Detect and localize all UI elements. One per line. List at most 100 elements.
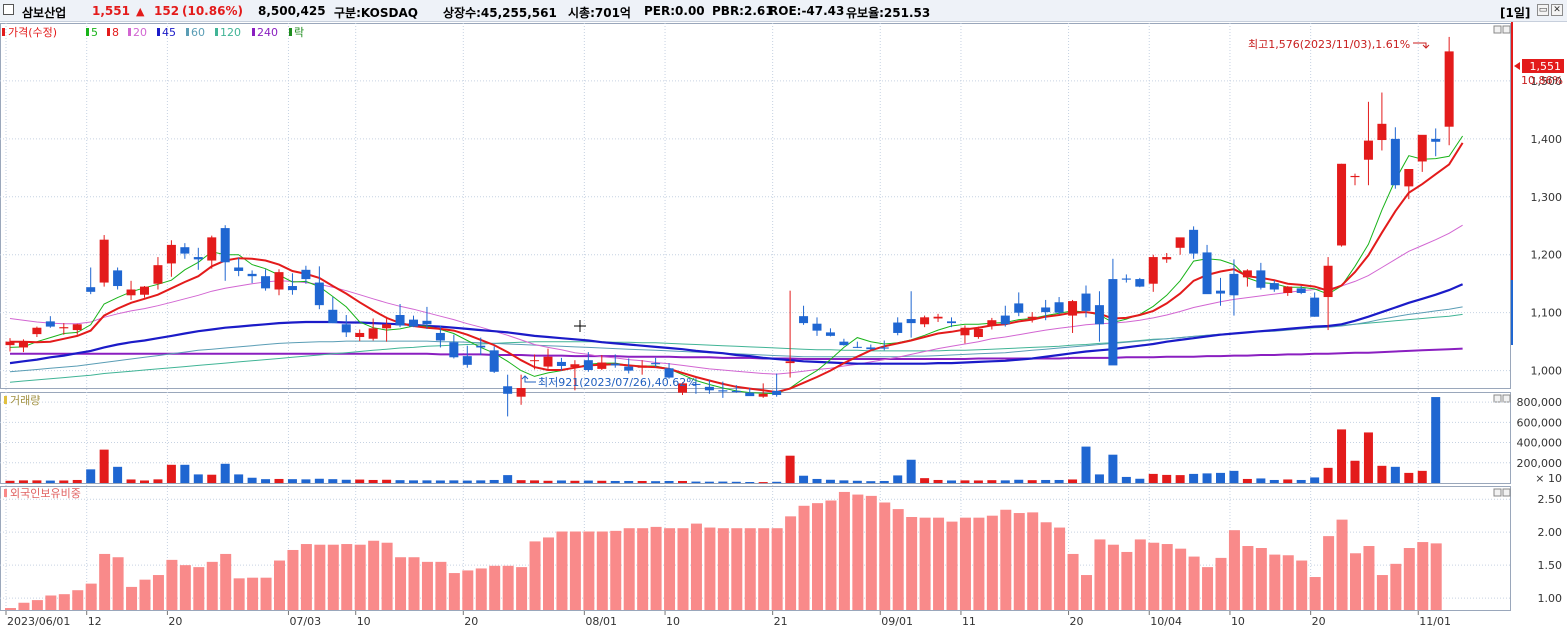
volume-bar (32, 480, 42, 483)
foreign-ratio-bar (421, 561, 433, 610)
select-checkbox[interactable] (3, 4, 14, 15)
ma-legend-marker (128, 28, 131, 36)
ma-line-120 (9, 313, 1463, 383)
candle-body (140, 286, 149, 295)
foreign-ratio-bar (879, 502, 891, 610)
high-arrow-icon (1413, 42, 1430, 49)
volume-bar (1229, 470, 1239, 483)
listed-shares: 상장수:45,255,561 (443, 6, 557, 20)
foreign-panel-close-button[interactable] (1502, 488, 1511, 497)
candle-body (718, 390, 728, 392)
foreign-ratio-bar (448, 573, 460, 610)
candle-body (59, 327, 69, 329)
foreign-ratio-bar (1390, 563, 1402, 610)
foreign-ratio-bar (45, 595, 57, 610)
ma-legend-label: 240 (257, 26, 278, 39)
candle-body (1256, 270, 1266, 288)
candle-body (1229, 273, 1239, 296)
volume-panel-minimize-button[interactable] (1493, 394, 1502, 403)
foreign-ratio-bar (1081, 575, 1092, 610)
volume-tick-label: 800,000 (1517, 396, 1563, 409)
trade-volume: 8,500,425 (258, 4, 326, 18)
foreign-ratio-bar (852, 494, 864, 610)
candle-body (1000, 315, 1010, 325)
foreign-ratio-bar (785, 516, 797, 610)
volume-bar (1027, 480, 1037, 483)
volume-bar (745, 481, 755, 483)
price-panel-close-button[interactable] (1502, 25, 1511, 34)
candle-body (664, 368, 674, 378)
ma-legend-marker (289, 28, 292, 36)
volume-bar (624, 480, 634, 483)
period-selector[interactable]: [1일] (1500, 6, 1531, 20)
close-button[interactable]: ✕ (1551, 4, 1563, 16)
ma-legend-label: 8 (112, 26, 119, 39)
foreign-panel-minimize-button[interactable] (1493, 488, 1502, 497)
volume-bar (691, 481, 701, 483)
candle-body (1337, 163, 1347, 246)
foreign-ratio-bar (220, 553, 232, 610)
volume-bar (516, 480, 526, 483)
foreign-ratio-bar (1148, 542, 1160, 610)
candle-body (1162, 257, 1172, 260)
candle-body (1363, 140, 1373, 160)
foreign-ratio-bar (287, 549, 299, 610)
candle-body (543, 356, 553, 367)
price-tick-label: 1,500 (1531, 75, 1563, 88)
candle-body (1014, 303, 1024, 313)
foreign-ratio-bar (435, 561, 447, 610)
candle-body (1189, 229, 1199, 254)
candle-body (597, 362, 607, 369)
volume-bar (409, 480, 418, 483)
ma-legend-marker (186, 28, 189, 36)
volume-bar (1108, 454, 1118, 483)
foreign-ratio-bar (1000, 509, 1012, 610)
stock-chart[interactable]: 1,000 1,100 1,200 1,300 1,400 1,500 200,000 400… (0, 22, 1567, 630)
volume-bar (1296, 479, 1306, 483)
candle-body (1175, 237, 1185, 248)
candle-body (1242, 270, 1252, 278)
candle-body (1350, 175, 1360, 178)
ma-line-240 (10, 347, 1463, 360)
candle-body (32, 327, 42, 335)
candle-body (772, 390, 782, 395)
foreign-ratio-bar (1228, 530, 1240, 610)
ma-legend-label: 락 (294, 26, 304, 39)
restore-button[interactable]: ▭ (1537, 4, 1549, 16)
foreign-legend-label: 외국인보유비중 (10, 487, 81, 500)
volume-bar (597, 480, 607, 483)
time-tick-label: 20 (1312, 615, 1326, 628)
current-price: 1,551 (92, 4, 130, 18)
foreign-ratio-bar (946, 521, 958, 610)
price-panel-minimize-button[interactable] (1493, 25, 1502, 34)
candle-body (1041, 307, 1051, 313)
time-tick-label: 20 (168, 615, 182, 628)
foreign-ratio-bar (260, 577, 272, 610)
up-arrow-icon: ▲ (136, 5, 145, 18)
candle-body (462, 356, 472, 365)
foreign-ratio-bar (300, 544, 312, 610)
foreign-ratio-bar (341, 544, 353, 610)
volume-bar (5, 480, 15, 483)
candle-body (395, 315, 405, 326)
volume-bar (1162, 474, 1172, 483)
candle-body (516, 388, 526, 397)
candle-body (879, 347, 889, 349)
candle-body (1310, 297, 1320, 317)
candle-body (893, 322, 903, 333)
price-legend-marker (2, 28, 5, 36)
time-tick-label: 12 (88, 615, 102, 628)
price-tick-label: 1,200 (1531, 249, 1563, 262)
foreign-ratio-bar (152, 575, 164, 610)
candle-body (1377, 123, 1387, 141)
foreign-ratio-bar (798, 505, 810, 610)
time-tick-label: 21 (774, 615, 788, 628)
volume-bar (72, 479, 82, 483)
candle-body (973, 328, 983, 338)
foreign-ratio-bar (986, 515, 998, 610)
candle-body (933, 316, 943, 319)
volume-bar (839, 480, 849, 483)
foreign-ratio-bar (959, 517, 971, 610)
volume-panel-close-button[interactable] (1502, 394, 1511, 403)
foreign-ratio-bar (139, 579, 151, 610)
